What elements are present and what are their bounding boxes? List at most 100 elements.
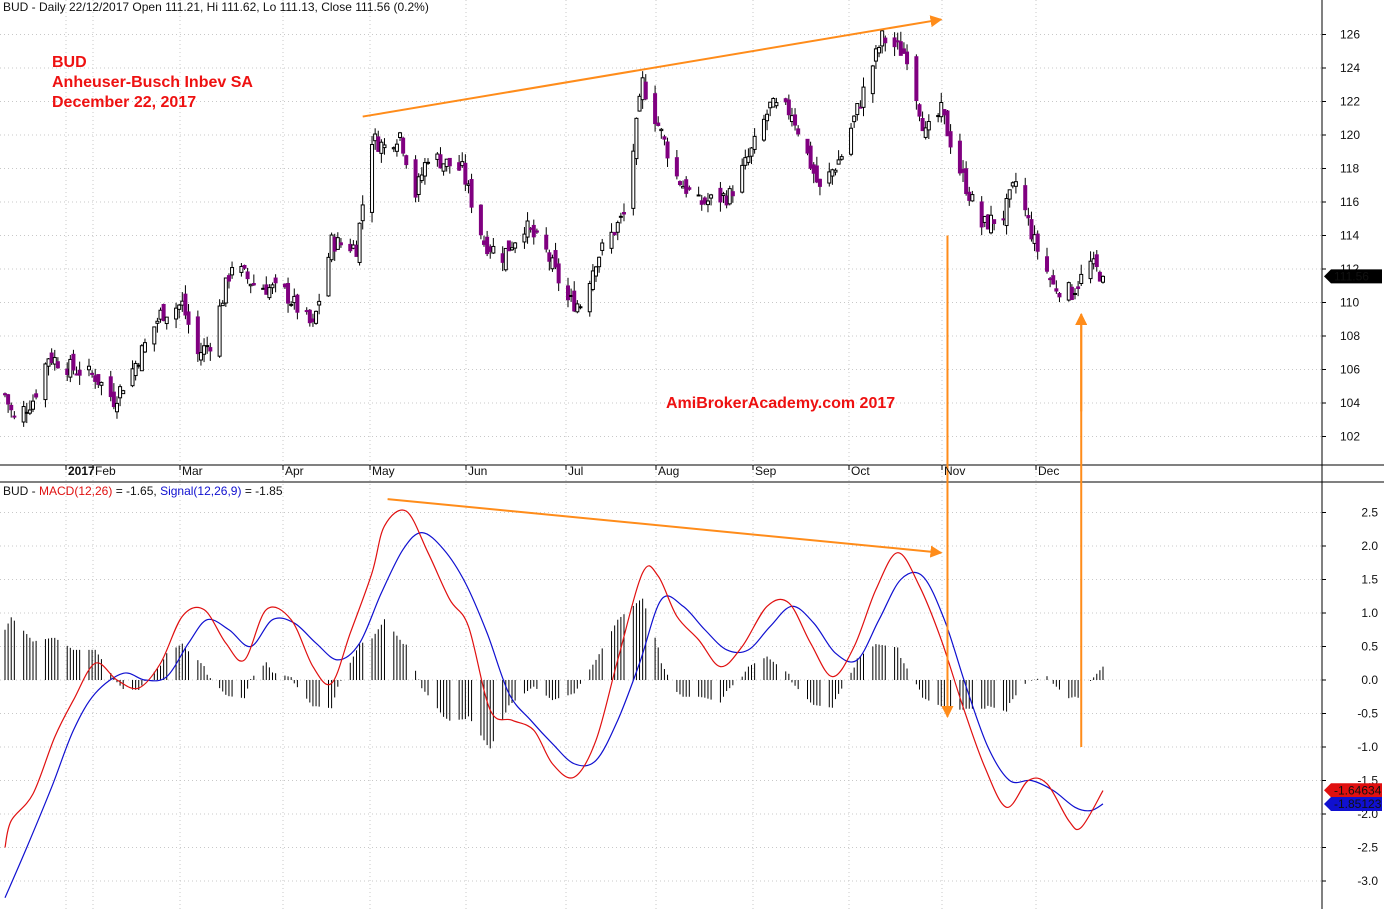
- candle-up: [1088, 260, 1093, 280]
- candle-down: [811, 164, 816, 174]
- candle-up: [513, 242, 518, 249]
- candle-down: [1076, 286, 1081, 289]
- candle-up: [314, 310, 319, 324]
- candle-down: [786, 99, 791, 116]
- candle-down: [684, 179, 689, 194]
- candle-down: [273, 277, 278, 284]
- candle-up: [575, 303, 580, 313]
- candle-up: [270, 284, 275, 289]
- candle-down: [208, 347, 213, 352]
- candle-up: [136, 364, 141, 367]
- candle-down: [74, 373, 79, 376]
- candle-up: [205, 345, 210, 348]
- month-label: Apr: [285, 464, 304, 478]
- candle-up: [709, 194, 714, 199]
- candle-down: [1023, 185, 1028, 211]
- candle-up: [335, 237, 340, 250]
- candle-up: [597, 256, 602, 268]
- candle-down: [534, 230, 539, 233]
- macd-value-flag-box: [1324, 783, 1382, 798]
- candle-down: [3, 393, 7, 396]
- macd-tick-label: -1.0: [1357, 740, 1378, 754]
- candle-up: [1010, 182, 1015, 187]
- candle-down: [1057, 292, 1062, 298]
- candle-down: [914, 56, 919, 102]
- candle-down: [1026, 215, 1031, 219]
- macd-header-macd: MACD(12,26): [39, 484, 112, 498]
- candle-down: [488, 246, 493, 252]
- candle-down: [304, 310, 309, 313]
- candle-down: [805, 138, 810, 154]
- candle-down: [1054, 288, 1059, 292]
- candle-down: [111, 391, 116, 408]
- candle-up: [360, 204, 365, 222]
- month-label: Sep: [755, 464, 777, 478]
- candle-up: [569, 294, 574, 297]
- signal-value-flag-box: [1324, 797, 1382, 812]
- candle-up: [989, 214, 994, 234]
- candle-up: [373, 133, 378, 142]
- candle-up: [435, 153, 440, 160]
- candle-down: [245, 271, 250, 280]
- candle-down: [49, 352, 54, 364]
- candle-down: [964, 168, 969, 195]
- month-label: Nov: [944, 464, 965, 478]
- candle-down: [6, 394, 11, 405]
- candle-up: [289, 303, 294, 306]
- candle-down: [858, 106, 863, 109]
- candle-up: [982, 216, 987, 223]
- candle-up: [220, 302, 225, 307]
- price-tick-label: 108: [1340, 329, 1360, 343]
- candle-up: [1004, 198, 1009, 227]
- candle-up: [727, 188, 732, 205]
- candle-up: [771, 97, 776, 108]
- price-tick-label: 118: [1340, 162, 1359, 176]
- candle-down: [662, 136, 667, 140]
- candle-down: [702, 197, 707, 204]
- candle-up: [68, 358, 73, 378]
- candle-down: [1045, 256, 1050, 272]
- candle-up: [768, 101, 773, 109]
- candle-down: [12, 415, 17, 418]
- price-tick-label: 122: [1340, 95, 1360, 109]
- macd-header-macd-value: = -1.65,: [116, 484, 160, 498]
- candle-down: [307, 309, 312, 324]
- candle-up: [600, 242, 605, 251]
- candle-up: [202, 345, 207, 355]
- candle-up: [139, 345, 144, 372]
- candle-down: [264, 284, 269, 295]
- candle-down: [90, 372, 95, 375]
- candle-up: [926, 120, 931, 131]
- candle-up: [177, 304, 182, 310]
- candle-down: [674, 157, 679, 177]
- candle-up: [152, 326, 157, 345]
- candle-up: [721, 193, 726, 196]
- candle-up: [419, 174, 424, 182]
- signal-line: [4, 531, 1104, 898]
- candle-down: [901, 48, 906, 54]
- macd-value-flag-text: -1.64634: [1334, 783, 1382, 797]
- macd-tick-label: 1.0: [1361, 606, 1378, 620]
- candle-up: [833, 169, 838, 173]
- candle-down: [612, 232, 617, 236]
- candle-down: [195, 316, 200, 355]
- price-trendline: [362, 15, 943, 118]
- candle-up: [422, 162, 427, 177]
- candle-up: [46, 358, 51, 367]
- candle-down: [1001, 218, 1006, 221]
- candle-up: [329, 234, 334, 261]
- candle-up: [357, 222, 362, 263]
- candle-down: [485, 236, 490, 255]
- candle-up: [525, 220, 530, 238]
- candle-up: [292, 295, 297, 304]
- candle-down: [77, 369, 82, 376]
- candle-up: [752, 135, 757, 150]
- candle-up: [466, 183, 471, 186]
- candle-down: [506, 240, 511, 252]
- text-layer: BUD - Daily 22/12/2017 Open 111.21, Hi 1…: [3, 0, 1382, 888]
- candle-up: [590, 270, 595, 290]
- candle-up: [1101, 275, 1105, 283]
- candle-up: [21, 406, 26, 423]
- candle-down: [469, 179, 474, 208]
